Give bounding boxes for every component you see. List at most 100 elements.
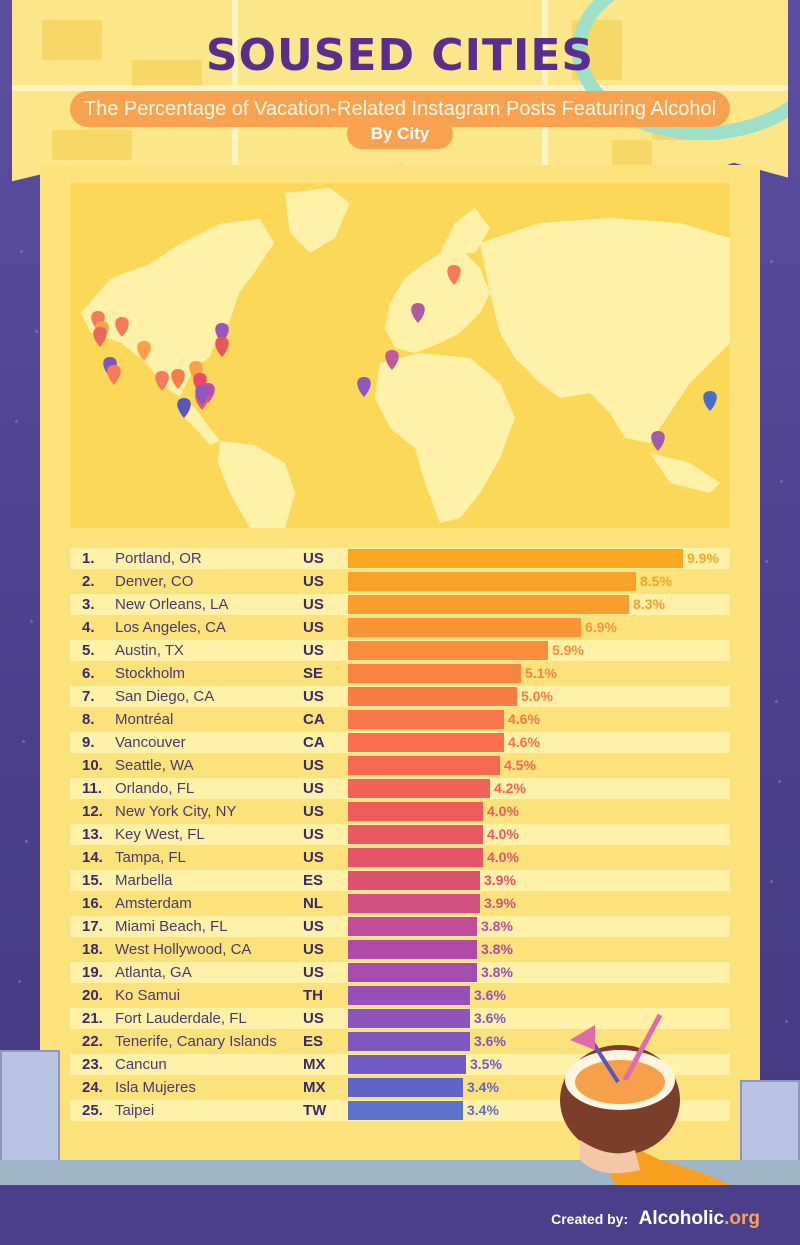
value-label: 6.9% (585, 619, 617, 635)
country-code: US (303, 1010, 324, 1027)
rank-label: 3. (82, 596, 95, 613)
value-label: 3.6% (474, 1010, 506, 1026)
rank-label: 18. (82, 941, 103, 958)
greenland-shape (285, 188, 350, 253)
table-row: 6. Stockholm SE 5.1% (70, 663, 730, 684)
country-code: TH (303, 987, 323, 1004)
country-code: US (303, 849, 324, 866)
bar-mark (348, 733, 504, 752)
value-label: 4.0% (487, 826, 519, 842)
country-code: US (303, 964, 324, 981)
value-label: 3.4% (467, 1102, 499, 1118)
table-row: 3. New Orleans, LA US 8.3% (70, 594, 730, 615)
right-building (740, 1080, 800, 1162)
star-dot (15, 420, 18, 423)
value-label: 4.2% (494, 780, 526, 796)
map-pin-icon (155, 371, 169, 391)
bar-mark (348, 687, 517, 706)
value-label: 4.6% (508, 711, 540, 727)
city-label: Fort Lauderdale, FL (115, 1010, 247, 1027)
rank-label: 23. (82, 1056, 103, 1073)
footer-bar (0, 1185, 800, 1245)
city-label: Isla Mujeres (115, 1079, 196, 1096)
city-label: Cancun (115, 1056, 167, 1073)
star-dot (780, 480, 783, 483)
star-dot (785, 1020, 788, 1023)
map-pin-icon (177, 398, 191, 418)
city-label: Marbella (115, 872, 173, 889)
country-code: US (303, 688, 324, 705)
bar-mark (348, 1078, 463, 1097)
country-code: US (303, 941, 324, 958)
table-row: 21. Fort Lauderdale, FL US 3.6% (70, 1008, 730, 1029)
bar-mark (348, 779, 490, 798)
rank-label: 20. (82, 987, 103, 1004)
map-pin-icon (137, 341, 151, 361)
city-label: Stockholm (115, 665, 186, 682)
country-code: NL (303, 895, 323, 912)
city-label: Austin, TX (115, 642, 184, 659)
table-row: 15. Marbella ES 3.9% (70, 870, 730, 891)
bar-mark (348, 1009, 470, 1028)
left-building (0, 1050, 60, 1162)
map-pin-icon (215, 337, 229, 357)
value-label: 3.5% (470, 1056, 502, 1072)
table-row: 16. Amsterdam NL 3.9% (70, 893, 730, 914)
bar-mark (348, 618, 581, 637)
value-label: 4.6% (508, 734, 540, 750)
country-code: SE (303, 665, 324, 682)
created-by-label: Created by: (551, 1211, 629, 1227)
rank-label: 24. (82, 1079, 103, 1096)
city-label: Atlanta, GA (115, 964, 192, 981)
rank-label: 4. (82, 619, 95, 636)
rank-label: 8. (82, 711, 95, 728)
bar-mark (348, 572, 636, 591)
brand-name: Alcoholic (638, 1208, 725, 1229)
star-dot (770, 880, 773, 883)
rank-label: 11. (82, 780, 103, 797)
country-code: US (303, 757, 324, 774)
bar-mark (348, 871, 480, 890)
map-pin-icon (171, 369, 185, 389)
table-row: 18. West Hollywood, CA US 3.8% (70, 939, 730, 960)
map-pin-icon (115, 317, 129, 337)
star-dot (30, 620, 33, 623)
rank-label: 2. (82, 573, 95, 590)
city-label: San Diego, CA (115, 688, 215, 705)
table-row: 19. Atlanta, GA US 3.8% (70, 962, 730, 983)
country-code: US (303, 780, 324, 797)
rank-label: 5. (82, 642, 95, 659)
table-row: 17. Miami Beach, FL US 3.8% (70, 916, 730, 937)
star-dot (35, 330, 38, 333)
bar-mark (348, 1101, 463, 1120)
city-label: Montréal (115, 711, 174, 728)
city-label: Key West, FL (115, 826, 205, 843)
rank-label: 9. (82, 734, 95, 751)
value-label: 4.5% (504, 757, 536, 773)
city-label: Orlando, FL (115, 780, 195, 797)
bar-mark (348, 825, 483, 844)
table-row: 10. Seattle, WA US 4.5% (70, 755, 730, 776)
world-map-svg (79, 188, 730, 528)
credit-line: Created by: Alcoholic.org (551, 1208, 760, 1230)
bar-mark (348, 756, 500, 775)
coconut-drink-illustration (560, 1013, 730, 1185)
country-code: US (303, 803, 324, 820)
table-row: 4. Los Angeles, CA US 6.9% (70, 617, 730, 638)
africa-shape (375, 353, 515, 523)
rank-label: 14. (82, 849, 103, 866)
map-pin-icon (107, 365, 121, 385)
bar-mark (348, 940, 477, 959)
city-label: Tenerife, Canary Islands (115, 1033, 277, 1050)
bar-mark (348, 894, 480, 913)
table-row: 14. Tampa, FL US 4.0% (70, 847, 730, 868)
brand-tld: .org (724, 1208, 760, 1229)
table-row: 7. San Diego, CA US 5.0% (70, 686, 730, 707)
country-code: US (303, 642, 324, 659)
city-label: Miami Beach, FL (115, 918, 228, 935)
world-map (70, 183, 730, 528)
table-row: 11. Orlando, FL US 4.2% (70, 778, 730, 799)
table-row: 1. Portland, OR US 9.9% (70, 548, 730, 569)
south-america-shape (218, 441, 295, 528)
bar-mark (348, 848, 483, 867)
